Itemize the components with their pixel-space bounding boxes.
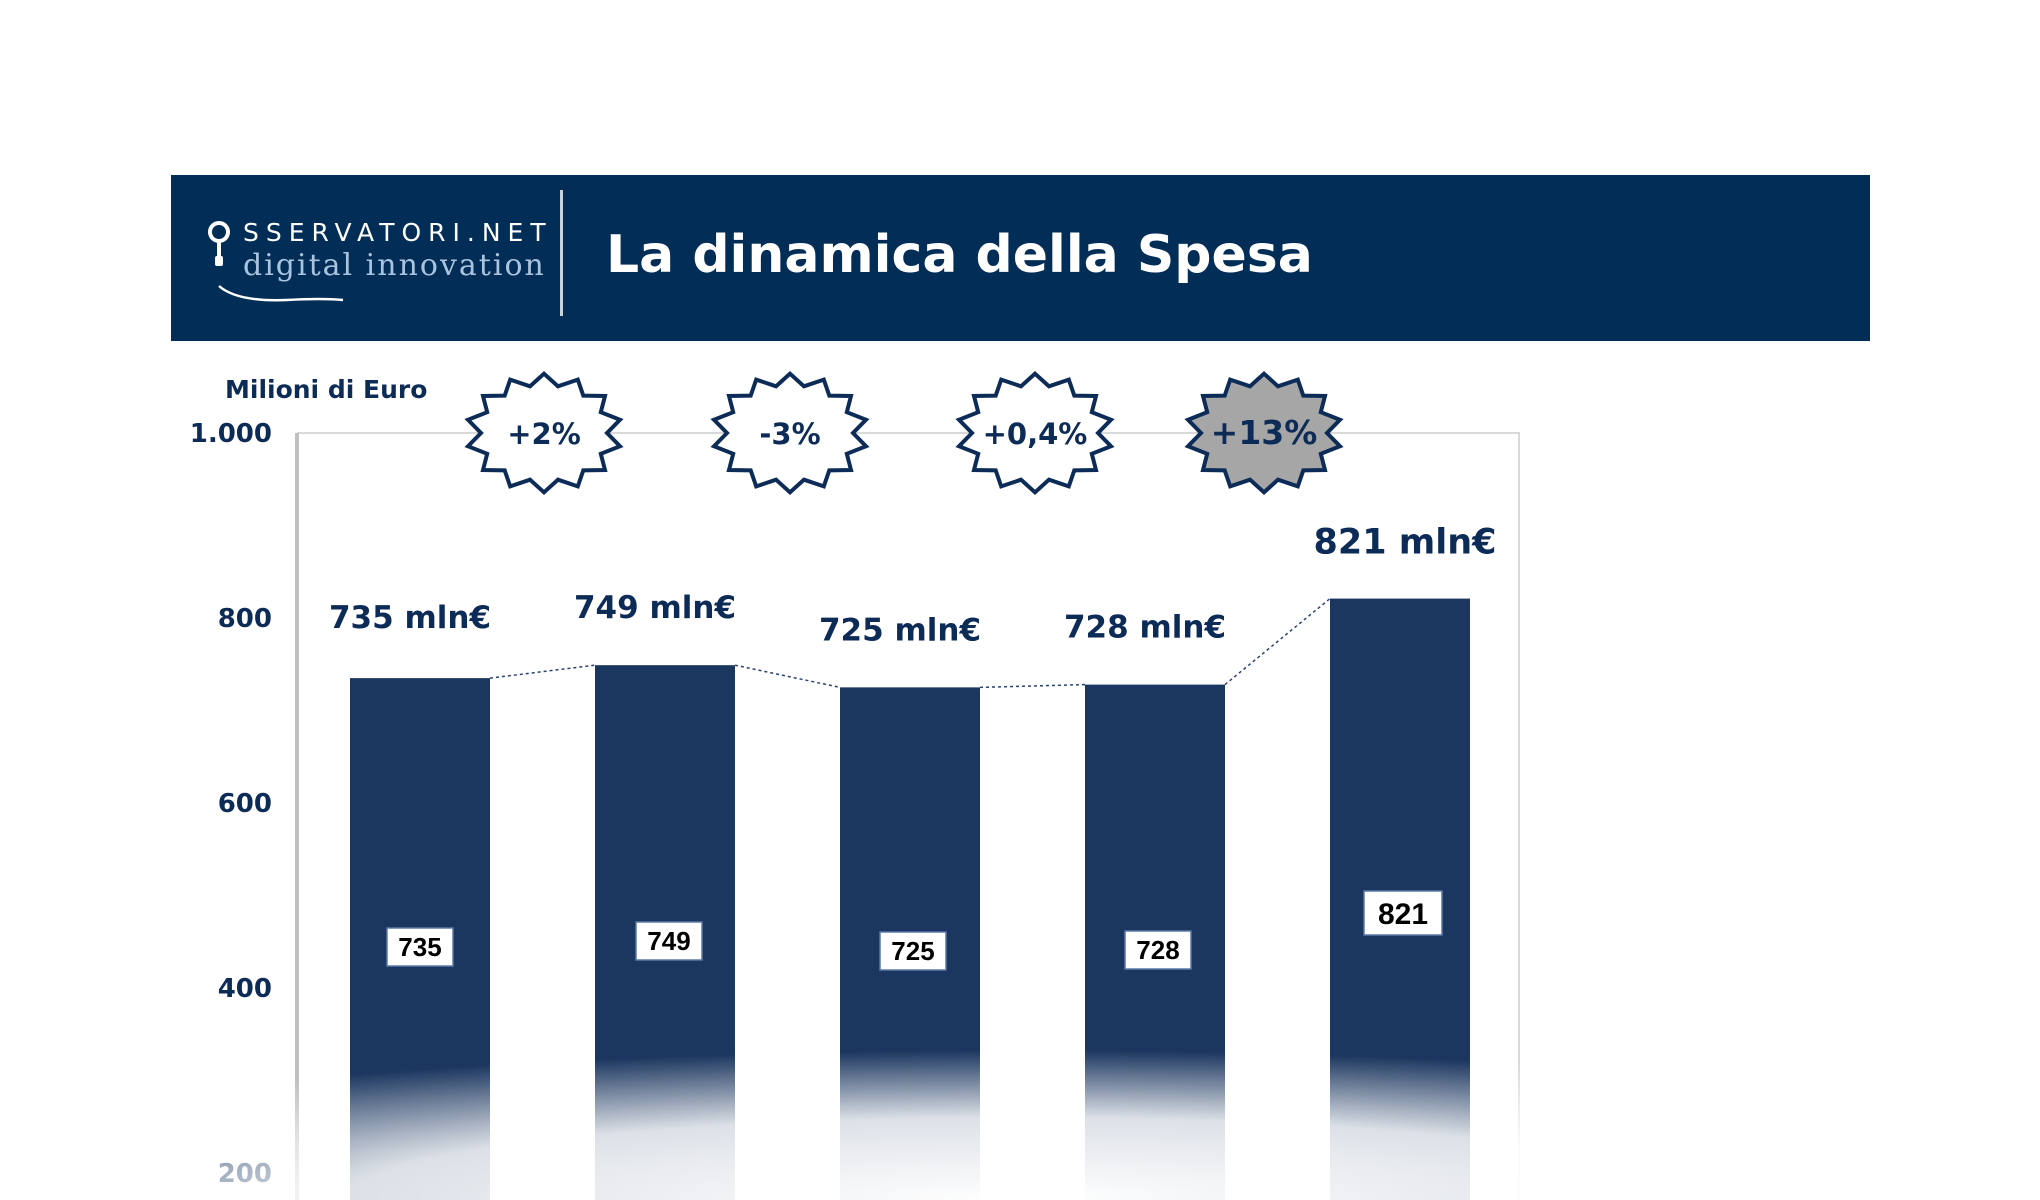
growth-label: +13% [1211,413,1318,452]
growth-starburst [955,371,1115,495]
growth-starburst [710,371,870,495]
growth-starburst [1184,371,1344,495]
bar-value-label: 728 [1136,935,1179,965]
bar-value-label: 725 [891,936,934,966]
growth-starburst [464,371,624,495]
y-axis-title: Milioni di Euro [225,375,427,404]
bar-value-box [386,927,454,967]
bar-value-label: 735 [398,932,441,962]
logo: SSERVATORI.NET digital innovation [207,218,546,320]
trend-connector [1224,597,1331,686]
bar-total-label: 725 mln€ [819,612,981,648]
bar-value-box [879,931,947,971]
y-tick-label: 1.000 [190,419,272,449]
page-title: La dinamica della Spesa [606,225,1313,285]
y-tick-label: 600 [218,789,272,819]
trend-connector [734,664,841,689]
bar-value-box [1124,930,1192,970]
bottom-fade-overlay [200,1000,1840,1200]
logo-swoosh [218,285,344,302]
bar-value-box [635,921,703,961]
trend-connector [489,664,596,679]
bar-value-box [1363,890,1443,936]
bar-value-label: 749 [647,926,690,956]
magnifier-pin-icon [208,221,230,266]
y-tick-label: 400 [218,974,272,1004]
brand-tagline: digital innovation [243,248,546,283]
header-divider [560,190,563,316]
bar-total-label: 728 mln€ [1064,610,1226,646]
growth-label: +2% [507,417,581,451]
growth-label: +0,4% [983,417,1088,451]
growth-label: -3% [759,417,820,451]
brand-name: SSERVATORI.NET [243,218,553,247]
bar-value-label: 821 [1378,898,1428,931]
header-banner: SSERVATORI.NET digital innovation La din… [171,175,1870,341]
y-tick-label: 800 [218,604,272,634]
trend-connector [979,683,1086,689]
bar-total-label: 749 mln€ [574,590,736,626]
bar-total-label: 735 mln€ [329,600,491,636]
bar-total-label: 821 mln€ [1314,523,1497,563]
